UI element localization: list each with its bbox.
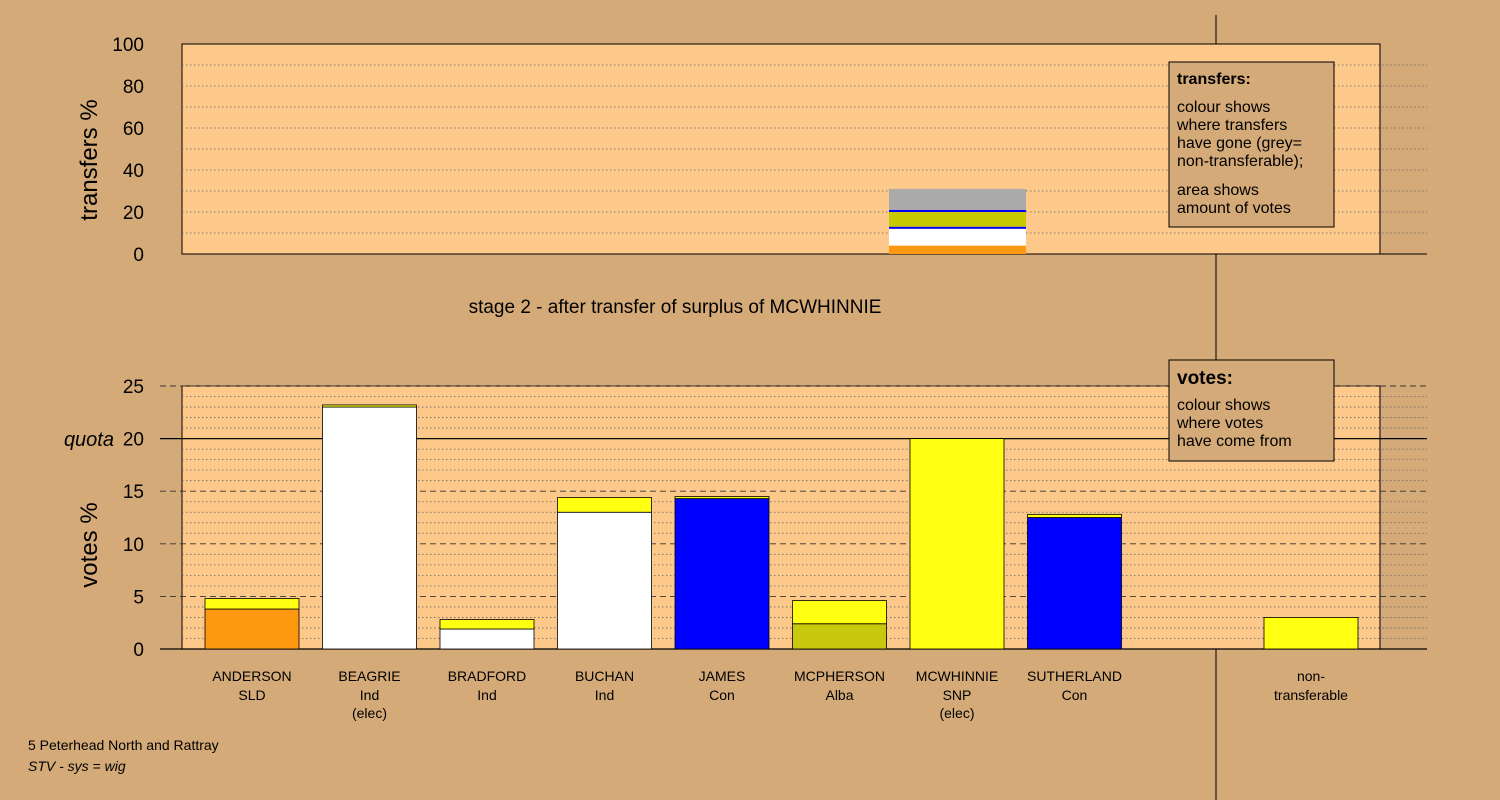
constituency-label: 5 Peterhead North and Rattray	[28, 737, 219, 753]
transfers-legend-line: non-transferable);	[1177, 153, 1303, 170]
candidate-party: Ind	[477, 687, 496, 703]
vote-segment	[674, 496, 770, 499]
vote-segment	[557, 511, 652, 650]
votes-y-axis-label: votes %	[76, 502, 103, 587]
candidate-name: JAMES	[699, 668, 746, 684]
transfers-legend: transfers: colour shows where transfers …	[1168, 61, 1335, 228]
transfers-y-tick-label: 60	[123, 119, 144, 140]
transfers-y-ticks: 0 20 40 60 80 100	[112, 35, 144, 266]
votes-bars	[204, 404, 1359, 650]
system-label: STV - sys = wig	[28, 758, 126, 774]
vote-segment	[792, 623, 887, 650]
votes-chart: 0 5 10 15 20 25 ANDERSON SLD BEAGRIE Ind (elec) BR…	[64, 359, 1427, 721]
candidate-bar	[322, 404, 417, 650]
vote-segment	[1027, 517, 1122, 650]
transfers-segment	[889, 209, 1026, 212]
candidate-party: SLD	[238, 687, 265, 703]
candidate-name: BUCHAN	[575, 668, 634, 684]
transfers-chart: 0 20 40 60 80 100 transfers % stage 2 - after…	[76, 35, 1427, 318]
vote-segment	[439, 619, 535, 630]
votes-y-tick-label: 5	[133, 587, 144, 608]
candidate-party: SNP	[943, 687, 972, 703]
votes-y-ticks: 0 5 10 15 20 25	[123, 377, 144, 661]
votes-legend-title: votes:	[1177, 368, 1233, 389]
nontransferable-bar	[1263, 617, 1359, 650]
vote-segment	[1027, 513, 1122, 518]
candidate-name: BRADFORD	[448, 668, 527, 684]
transfers-y-axis-label: transfers %	[76, 99, 103, 220]
candidate-bar	[439, 619, 535, 650]
votes-y-tick-label: 25	[123, 377, 144, 398]
candidate-bar	[674, 496, 770, 650]
vote-segment	[1263, 617, 1359, 650]
votes-legend: votes: colour shows where votes have com…	[1168, 359, 1335, 462]
transfers-segment	[889, 226, 1026, 229]
transfers-legend-line: area shows	[1177, 182, 1259, 199]
transfers-y-tick-label: 100	[112, 35, 144, 56]
vote-segment	[909, 438, 1005, 650]
candidate-party: Ind	[595, 687, 614, 703]
transfers-y-tick-label: 0	[133, 245, 144, 266]
votes-y-tick-label: 20	[123, 430, 144, 451]
candidate-party: Ind	[360, 687, 379, 703]
transfers-segment	[889, 188, 1026, 210]
candidate-status: (elec)	[939, 705, 974, 721]
transfers-y-tick-label: 80	[123, 77, 144, 98]
vote-segment	[322, 404, 417, 408]
candidate-party: Con	[1062, 687, 1088, 703]
vote-segment	[439, 628, 535, 650]
vote-segment	[204, 598, 300, 610]
candidate-name: SUTHERLAND	[1027, 668, 1122, 684]
transfers-legend-line: where transfers	[1176, 117, 1287, 134]
candidate-name: MCPHERSON	[794, 668, 885, 684]
candidate-status: (elec)	[352, 705, 387, 721]
stage-caption: stage 2 - after transfer of surplus of M…	[469, 297, 882, 318]
vote-segment	[557, 497, 652, 513]
vote-segment	[792, 600, 887, 625]
transfers-segment	[889, 245, 1026, 254]
candidate-bar	[204, 598, 300, 650]
candidate-party: Con	[709, 687, 735, 703]
votes-y-tick-label: 10	[123, 535, 144, 556]
candidate-name: MCWHINNIE	[916, 668, 998, 684]
transfers-y-tick-label: 20	[123, 203, 144, 224]
vote-segment	[204, 608, 300, 650]
votes-y-tick-label: 15	[123, 482, 144, 503]
transfers-legend-line: have gone (grey=	[1177, 135, 1302, 152]
candidate-bar	[792, 600, 887, 650]
quota-label: quota	[64, 429, 114, 451]
candidate-bar	[909, 438, 1005, 650]
transfers-segment	[889, 228, 1026, 246]
transfers-legend-title: transfers:	[1177, 71, 1251, 88]
transfers-y-tick-label: 40	[123, 161, 144, 182]
candidate-bar	[557, 497, 652, 650]
candidate-name: ANDERSON	[212, 668, 291, 684]
candidate-name: BEAGRIE	[338, 668, 400, 684]
votes-category-labels: ANDERSON SLD BEAGRIE Ind (elec) BRADFORD Ind BU…	[212, 668, 1348, 721]
votes-legend-line: have come from	[1177, 433, 1292, 450]
vote-segment	[674, 498, 770, 650]
transfers-bar	[889, 188, 1026, 254]
votes-y-tick-label: 0	[133, 640, 144, 661]
transfers-segment	[889, 212, 1026, 227]
nontransferable-label: non-	[1297, 668, 1325, 684]
votes-legend-line: where votes	[1176, 415, 1263, 432]
vote-segment	[322, 406, 417, 650]
nontransferable-label: transferable	[1274, 687, 1348, 703]
candidate-party: Alba	[825, 687, 853, 703]
transfers-legend-line: colour shows	[1177, 99, 1270, 116]
candidate-bar	[1027, 513, 1122, 650]
votes-legend-line: colour shows	[1177, 397, 1270, 414]
transfers-legend-line: amount of votes	[1177, 200, 1291, 217]
